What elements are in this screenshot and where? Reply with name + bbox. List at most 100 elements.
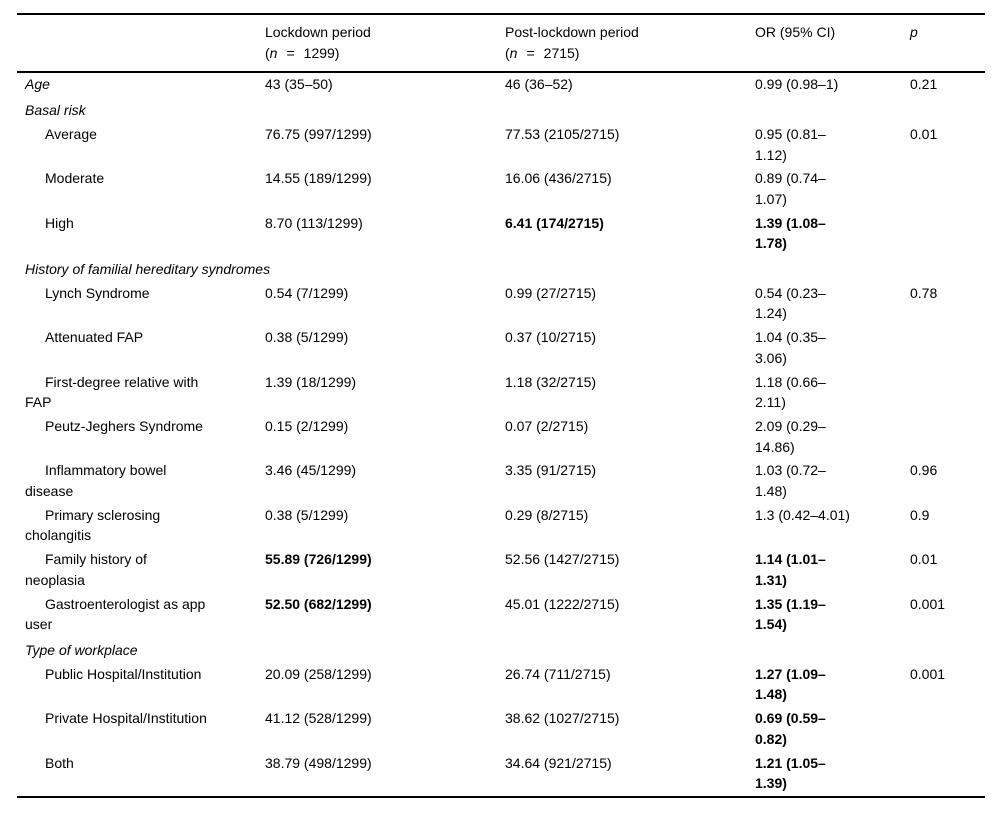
lockdown-value: 0.54 (7/1299) [265, 284, 349, 301]
p-value [870, 371, 985, 415]
row-label: Public Hospital/Institution [45, 665, 202, 682]
section-label: History of familial hereditary syndromes [25, 261, 271, 278]
row-label: Primary sclerosing cholangitis [25, 506, 161, 544]
lockdown-value: 20.09 (258/1299) [265, 665, 372, 682]
post-lockdown-value: 16.06 (436/2715) [505, 170, 612, 187]
or-value: 0.54 (0.23– 1.24) [755, 284, 826, 322]
post-lockdown-n-line: (n = 2715) [505, 45, 579, 61]
or-value: 1.14 (1.01– 1.31) [755, 551, 826, 588]
table-row-both: Both 38.79 (498/1299) 34.64 (921/2715) 1… [17, 752, 985, 797]
p-value: 0.001 [910, 595, 946, 612]
n-count: 1299) [303, 44, 340, 61]
header-row: Lockdown period (n = 1299) Post-lockdown p… [17, 14, 985, 73]
col-header-empty [17, 14, 265, 72]
open-paren: ( [265, 44, 270, 61]
post-lockdown-value: 0.29 (8/2715) [505, 506, 589, 523]
lockdown-header-title: Lockdown period [265, 24, 371, 40]
table-row-average: Average 76.75 (997/1299) 77.53 (2105/271… [17, 123, 985, 167]
col-header-post-lockdown: Post-lockdown period (n = 2715) [505, 14, 755, 72]
p-value: 0.21 [910, 76, 938, 93]
row-label: Peutz-Jeghers Syndrome [45, 417, 203, 434]
row-label: First-degree relative with FAP [25, 373, 199, 411]
lockdown-n-line: (n = 1299) [265, 45, 339, 61]
col-header-lockdown: Lockdown period (n = 1299) [265, 14, 505, 72]
lockdown-value: 8.70 (113/1299) [265, 214, 363, 231]
col-header-or: OR (95% CI) [755, 24, 836, 40]
or-value: 1.35 (1.19– 1.54) [755, 595, 826, 633]
post-lockdown-header-title: Post-lockdown period [505, 24, 639, 40]
post-lockdown-value: 26.74 (711/2715) [505, 665, 611, 682]
table-row-primary-sclerosing-cholangitis: Primary sclerosing cholangitis 0.38 (5/1… [17, 504, 985, 548]
lockdown-value: 14.55 (189/1299) [265, 170, 372, 187]
table-header: Lockdown period (n = 1299) Post-lockdown p… [17, 14, 985, 73]
lockdown-value: 52.50 (682/1299) [265, 595, 372, 612]
table-row-gastroenterologist-app-user: Gastroenterologist as app user 52.50 (68… [17, 593, 985, 637]
p-value: 0.9 [910, 506, 930, 523]
or-value: 1.27 (1.09– 1.48) [755, 665, 826, 703]
table-row-family-history-neoplasia: Family history of neoplasia 55.89 (726/1… [17, 548, 985, 592]
p-value: 0.78 [910, 284, 938, 301]
p-value [870, 167, 985, 211]
lockdown-value: 43 (35–50) [265, 76, 333, 93]
post-lockdown-value: 34.64 (921/2715) [505, 754, 612, 771]
post-lockdown-value: 0.99 (27/2715) [505, 284, 597, 301]
lockdown-value: 1.39 (18/1299) [265, 373, 357, 390]
equals-sign: = [526, 44, 535, 61]
post-lockdown-value: 52.56 (1427/2715) [505, 551, 620, 568]
or-value: 1.3 (0.42–4.01) [755, 506, 850, 523]
lockdown-value: 0.38 (5/1299) [265, 506, 349, 523]
paper-statistics-table: Lockdown period (n = 1299) Post-lockdown p… [17, 13, 985, 798]
or-value: 1.39 (1.08– 1.78) [755, 214, 826, 252]
table-row-public-hospital: Public Hospital/Institution 20.09 (258/1… [17, 663, 985, 707]
row-label: Private Hospital/Institution [45, 710, 207, 727]
row-label: Average [45, 125, 97, 142]
table-row-private-hospital: Private Hospital/Institution 41.12 (528/… [17, 707, 985, 751]
table-row-high: High 8.70 (113/1299) 6.41 (174/2715) 1.3… [17, 212, 985, 256]
lockdown-value: 55.89 (726/1299) [265, 551, 372, 568]
p-value [870, 752, 985, 797]
row-label: Both [45, 754, 74, 771]
table-row-first-degree-relative: First-degree relative with FAP 1.39 (18/… [17, 371, 985, 415]
post-lockdown-value: 77.53 (2105/2715) [505, 125, 620, 142]
or-value: 1.18 (0.66– 2.11) [755, 373, 826, 411]
n-symbol: n [269, 44, 278, 61]
row-label: Attenuated FAP [45, 329, 144, 346]
lockdown-value: 38.79 (498/1299) [265, 754, 372, 771]
lockdown-value: 3.46 (45/1299) [265, 462, 357, 479]
row-label: High [45, 214, 74, 231]
lockdown-value: 0.38 (5/1299) [265, 329, 349, 346]
p-value: 0.01 [910, 125, 938, 142]
or-value: 0.95 (0.81– 1.12) [755, 125, 826, 163]
or-value: 2.09 (0.29– 14.86) [755, 417, 826, 455]
n-symbol: n [509, 44, 518, 61]
section-row-hereditary-syndromes: History of familial hereditary syndromes [17, 256, 985, 282]
section-label: Basal risk [25, 102, 86, 119]
comparison-table: Lockdown period (n = 1299) Post-lockdown p… [17, 13, 985, 798]
row-label: Moderate [45, 170, 105, 187]
p-value [870, 212, 985, 256]
equals-sign: = [286, 44, 295, 61]
p-value: 0.001 [910, 665, 946, 682]
or-value: 1.04 (0.35– 3.06) [755, 329, 826, 366]
or-value: 1.21 (1.05– 1.39) [755, 754, 826, 792]
p-value [870, 707, 985, 751]
open-paren: ( [505, 44, 510, 61]
or-value: 0.99 (0.98–1) [755, 76, 839, 93]
table-row-attenuated-fap: Attenuated FAP 0.38 (5/1299) 0.37 (10/27… [17, 326, 985, 370]
or-value: 0.69 (0.59– 0.82) [755, 710, 826, 747]
row-label: Inflammatory bowel disease [25, 462, 167, 500]
section-row-basal-risk: Basal risk [17, 97, 985, 123]
lockdown-value: 0.15 (2/1299) [265, 417, 349, 434]
table-row-inflammatory-bowel-disease: Inflammatory bowel disease 3.46 (45/1299… [17, 459, 985, 503]
table-row-age: Age 43 (35–50) 46 (36–52) 0.99 (0.98–1) … [17, 72, 985, 97]
row-label: Gastroenterologist as app user [25, 595, 206, 633]
post-lockdown-value: 1.18 (32/2715) [505, 373, 597, 390]
row-label: Age [25, 76, 50, 93]
row-label: Family history of neoplasia [25, 551, 147, 588]
post-lockdown-value: 45.01 (1222/2715) [505, 595, 620, 612]
p-value [870, 415, 985, 459]
table-row-lynch-syndrome: Lynch Syndrome 0.54 (7/1299) 0.99 (27/27… [17, 282, 985, 326]
p-value: 0.96 [910, 462, 938, 479]
or-value: 1.03 (0.72– 1.48) [755, 462, 826, 500]
table-row-peutz-jeghers: Peutz-Jeghers Syndrome 0.15 (2/1299) 0.0… [17, 415, 985, 459]
